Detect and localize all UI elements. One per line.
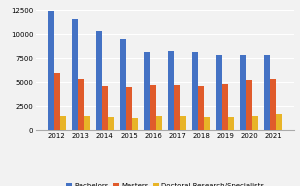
Bar xyxy=(120,39,126,130)
Bar xyxy=(180,116,186,130)
Bar xyxy=(72,19,78,130)
Bar xyxy=(144,52,150,130)
Bar xyxy=(198,86,204,130)
Bar xyxy=(192,52,198,130)
Bar xyxy=(222,84,228,130)
Bar xyxy=(48,11,54,130)
Bar xyxy=(60,116,66,130)
Bar xyxy=(132,118,138,130)
Bar xyxy=(240,55,246,130)
Bar xyxy=(264,55,270,130)
Bar xyxy=(102,86,108,130)
Bar xyxy=(168,51,174,130)
Bar xyxy=(54,73,60,130)
Bar xyxy=(96,31,102,130)
Bar xyxy=(228,117,234,130)
Legend: Bachelors, Masters, Doctoral Research/Specialists: Bachelors, Masters, Doctoral Research/Sp… xyxy=(63,180,267,186)
Bar xyxy=(150,85,156,130)
Bar xyxy=(78,79,84,130)
Bar xyxy=(126,87,132,130)
Bar xyxy=(270,79,276,130)
Bar xyxy=(204,117,210,130)
Bar xyxy=(246,80,252,130)
Bar xyxy=(216,55,222,130)
Bar xyxy=(108,117,114,130)
Bar xyxy=(156,116,162,130)
Bar xyxy=(252,116,258,130)
Bar xyxy=(174,85,180,130)
Bar xyxy=(276,114,282,130)
Bar xyxy=(84,116,90,130)
